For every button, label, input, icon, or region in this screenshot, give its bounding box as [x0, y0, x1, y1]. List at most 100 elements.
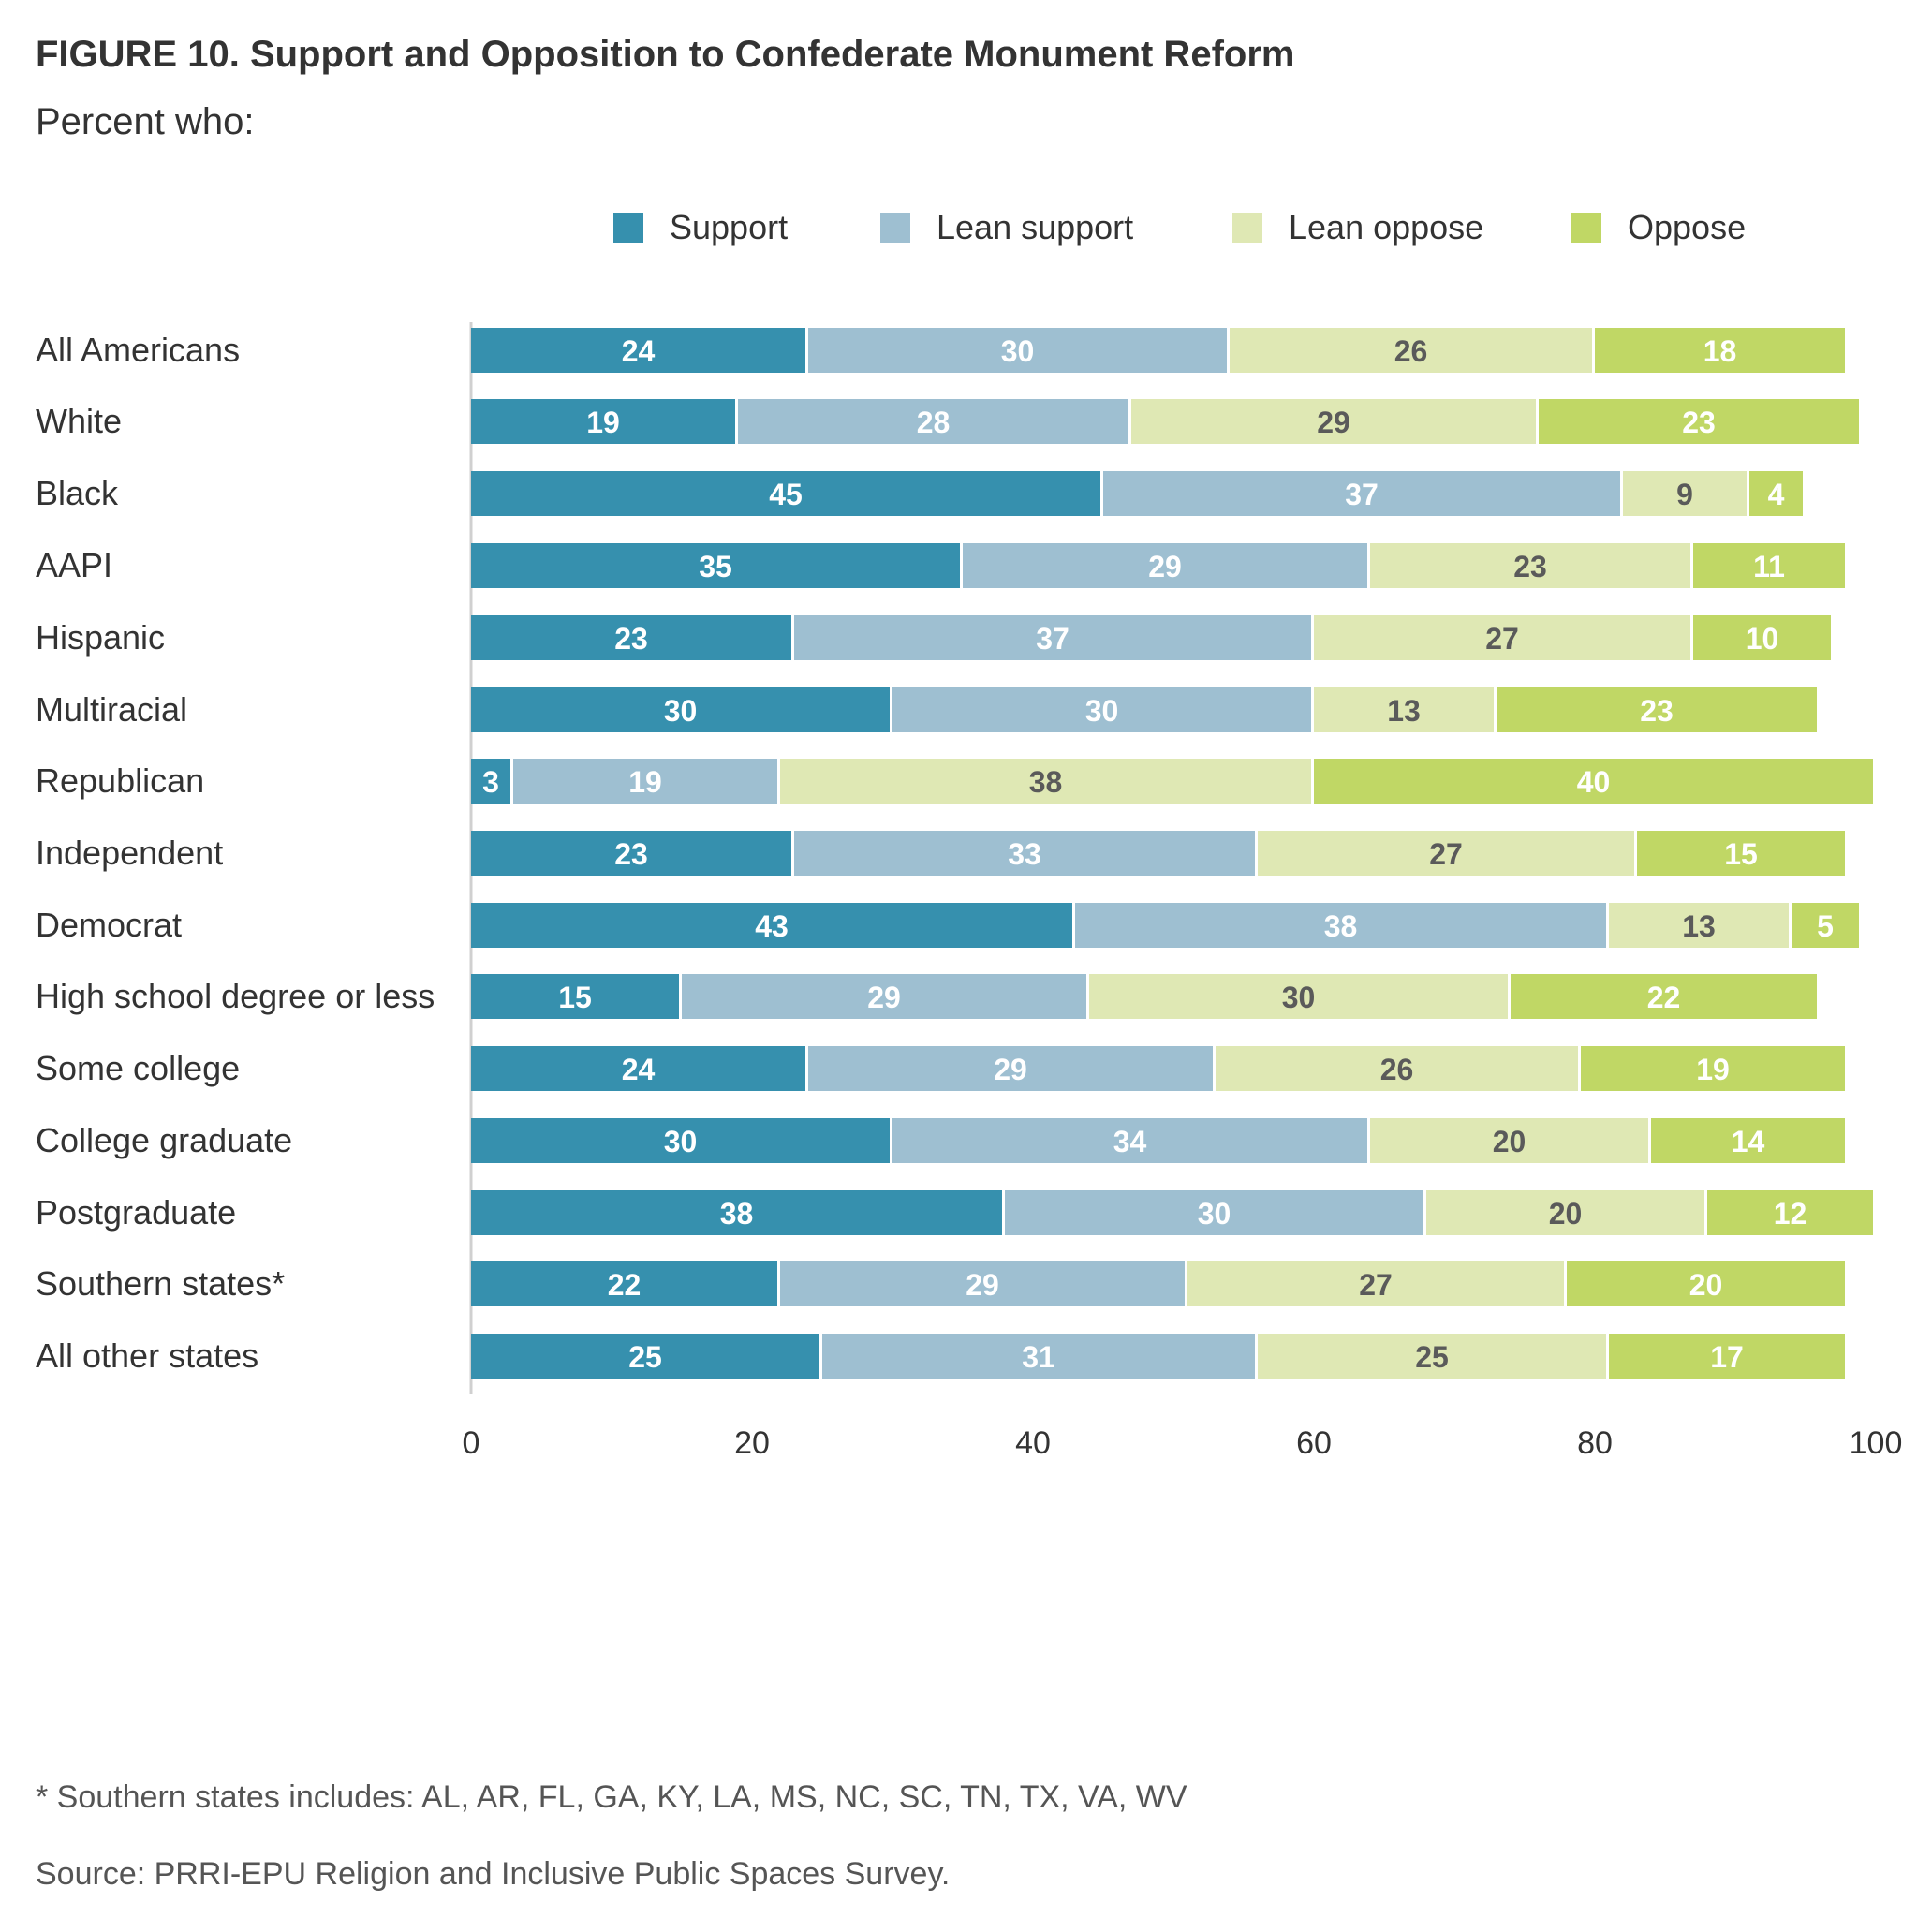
legend-swatch-lean-support	[880, 213, 910, 243]
data-label-high-school-degree-or-less-support: 15	[558, 981, 592, 1014]
bar-college-graduate-lean-oppose	[1370, 1118, 1648, 1163]
data-label-all-other-states-support: 25	[628, 1340, 662, 1374]
bar-republican-lean-oppose	[780, 759, 1311, 804]
data-label-republican-lean-oppose: 38	[1029, 765, 1063, 799]
bar-postgraduate-lean-oppose	[1426, 1190, 1704, 1235]
data-label-postgraduate-lean-support: 30	[1198, 1197, 1231, 1231]
category-label-high-school-degree-or-less: High school degree or less	[36, 977, 435, 1015]
data-label-independent-support: 23	[614, 837, 648, 871]
bar-all-americans-support	[471, 328, 805, 373]
bar-all-americans-lean-support	[808, 328, 1227, 373]
data-label-some-college-oppose: 19	[1696, 1053, 1730, 1086]
data-label-democrat-oppose: 5	[1817, 909, 1834, 943]
bar-some-college-lean-support	[808, 1046, 1213, 1091]
data-label-postgraduate-lean-oppose: 20	[1549, 1197, 1583, 1231]
data-label-some-college-lean-support: 29	[994, 1053, 1027, 1086]
category-label-college-graduate: College graduate	[36, 1121, 292, 1159]
data-label-aapi-lean-support: 29	[1148, 550, 1182, 583]
bar-aapi-oppose	[1693, 543, 1845, 588]
bar-democrat-lean-oppose	[1609, 903, 1789, 948]
bar-all-other-states-support	[471, 1334, 819, 1379]
category-label-democrat: Democrat	[36, 906, 182, 944]
source-note: Source: PRRI-EPU Religion and Inclusive …	[36, 1856, 950, 1892]
legend-swatch-support	[613, 213, 643, 243]
bar-all-americans-lean-oppose	[1230, 328, 1592, 373]
chart-title: FIGURE 10. Support and Opposition to Con…	[36, 34, 1294, 75]
legend-label-lean-support: Lean support	[937, 208, 1133, 246]
data-label-black-oppose: 4	[1768, 478, 1785, 511]
data-label-all-americans-lean-support: 30	[1001, 334, 1035, 368]
data-label-all-other-states-lean-support: 31	[1022, 1340, 1055, 1374]
data-label-aapi-lean-oppose: 23	[1513, 550, 1547, 583]
bar-multiracial-oppose	[1497, 687, 1817, 732]
category-label-some-college: Some college	[36, 1049, 240, 1087]
bar-high-school-degree-or-less-lean-support	[682, 974, 1086, 1019]
data-label-all-other-states-lean-oppose: 25	[1415, 1340, 1449, 1374]
bar-democrat-support	[471, 903, 1072, 948]
bar-some-college-oppose	[1581, 1046, 1845, 1091]
data-label-southern-states-lean-oppose: 27	[1359, 1268, 1393, 1302]
data-label-democrat-support: 43	[755, 909, 789, 943]
category-label-postgraduate: Postgraduate	[36, 1193, 236, 1232]
data-label-aapi-support: 35	[699, 550, 732, 583]
legend-label-support: Support	[670, 208, 788, 246]
data-label-white-oppose: 23	[1682, 406, 1716, 439]
data-label-college-graduate-support: 30	[664, 1125, 698, 1158]
data-label-college-graduate-oppose: 14	[1732, 1125, 1765, 1158]
data-label-southern-states-lean-support: 29	[966, 1268, 999, 1302]
category-label-independent: Independent	[36, 834, 223, 872]
bar-independent-lean-support	[794, 831, 1255, 876]
bar-republican-support	[471, 759, 510, 804]
x-tick-label-40: 40	[1015, 1425, 1051, 1461]
x-tick-label-60: 60	[1296, 1425, 1332, 1461]
data-label-black-lean-oppose: 9	[1676, 478, 1693, 511]
data-label-hispanic-lean-oppose: 27	[1485, 622, 1519, 656]
bar-hispanic-oppose	[1693, 615, 1831, 660]
data-label-multiracial-lean-support: 30	[1085, 694, 1119, 728]
data-label-white-lean-support: 28	[917, 406, 951, 439]
bar-black-oppose	[1749, 471, 1803, 516]
bar-high-school-degree-or-less-support	[471, 974, 679, 1019]
data-label-black-support: 45	[769, 478, 803, 511]
bar-all-other-states-oppose	[1609, 1334, 1845, 1379]
legend-label-lean-oppose: Lean oppose	[1289, 208, 1483, 246]
bar-white-lean-support	[738, 399, 1128, 444]
data-label-independent-lean-oppose: 27	[1429, 837, 1463, 871]
data-label-southern-states-oppose: 20	[1689, 1268, 1723, 1302]
bar-some-college-support	[471, 1046, 805, 1091]
data-label-some-college-support: 24	[622, 1053, 656, 1086]
data-label-all-other-states-oppose: 17	[1710, 1340, 1744, 1374]
category-label-aapi: AAPI	[36, 546, 112, 584]
bar-hispanic-support	[471, 615, 791, 660]
bar-southern-states-support	[471, 1261, 777, 1306]
category-label-black: Black	[36, 474, 119, 512]
bar-white-oppose	[1539, 399, 1859, 444]
data-label-aapi-oppose: 11	[1753, 550, 1785, 583]
legend-swatch-lean-oppose	[1232, 213, 1262, 243]
data-label-democrat-lean-support: 38	[1324, 909, 1358, 943]
category-label-republican: Republican	[36, 761, 204, 800]
category-label-all-americans: All Americans	[36, 331, 240, 369]
data-label-hispanic-lean-support: 37	[1036, 622, 1069, 656]
bar-independent-support	[471, 831, 791, 876]
data-label-white-lean-oppose: 29	[1317, 406, 1350, 439]
data-label-all-americans-support: 24	[622, 334, 656, 368]
bar-democrat-oppose	[1792, 903, 1859, 948]
bar-postgraduate-lean-support	[1005, 1190, 1423, 1235]
data-label-some-college-lean-oppose: 26	[1380, 1053, 1414, 1086]
bar-college-graduate-lean-support	[892, 1118, 1367, 1163]
category-label-white: White	[36, 402, 122, 440]
bar-independent-oppose	[1637, 831, 1845, 876]
data-label-postgraduate-oppose: 12	[1774, 1197, 1807, 1231]
bar-some-college-lean-oppose	[1216, 1046, 1578, 1091]
bar-aapi-lean-support	[963, 543, 1367, 588]
bar-postgraduate-support	[471, 1190, 1002, 1235]
data-label-multiracial-support: 30	[664, 694, 698, 728]
bar-republican-lean-support	[513, 759, 777, 804]
data-label-multiracial-oppose: 23	[1640, 694, 1674, 728]
data-label-postgraduate-support: 38	[720, 1197, 754, 1231]
bar-republican-oppose	[1314, 759, 1873, 804]
chart-subtitle: Percent who:	[36, 101, 254, 142]
bar-aapi-support	[471, 543, 960, 588]
